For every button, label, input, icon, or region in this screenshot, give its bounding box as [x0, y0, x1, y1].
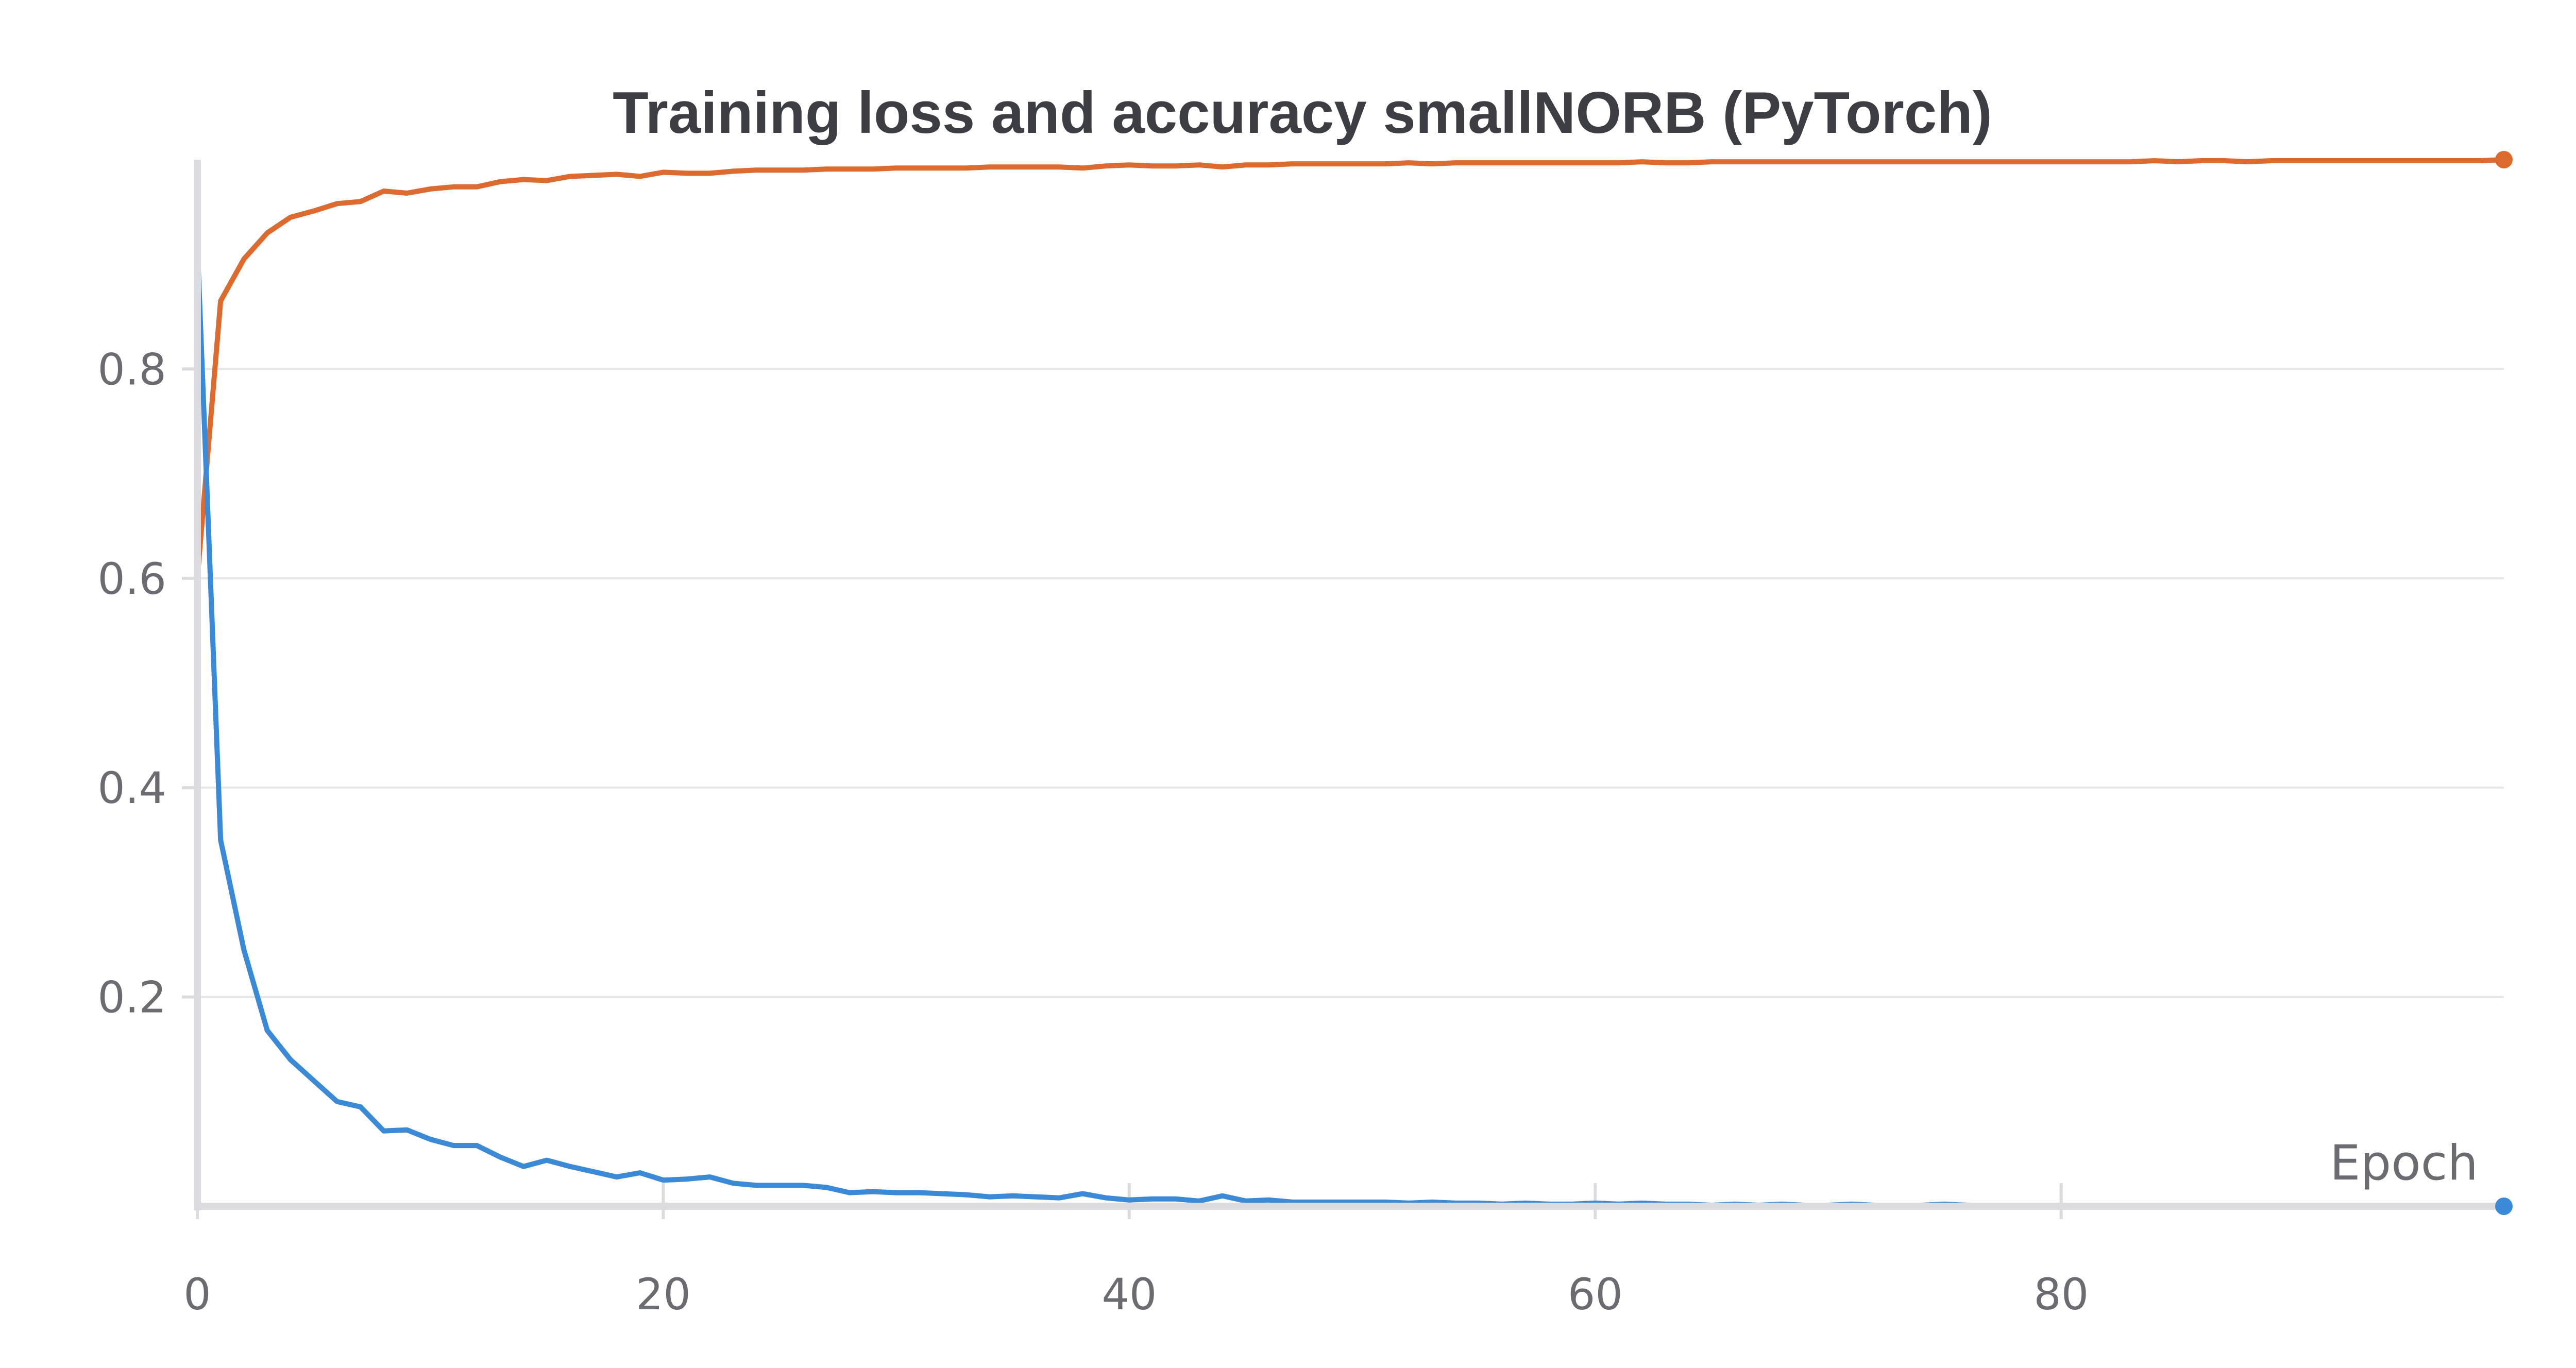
y-tick-label: 0.8	[97, 344, 166, 395]
y-tick-label: 0.6	[97, 554, 166, 604]
y-tick-label: 0.4	[97, 763, 166, 813]
loss-line[interactable]	[195, 241, 2506, 1209]
x-tick-label: 0	[183, 1269, 211, 1320]
gridlines	[197, 368, 2504, 998]
series-lines[interactable]	[194, 151, 2513, 1215]
y-tick-label: 0.2	[97, 972, 166, 1023]
accuracy-end-point[interactable]	[2495, 151, 2513, 168]
x-tick-label: 20	[636, 1269, 691, 1320]
axes	[182, 367, 2063, 1219]
x-tick-label: 40	[1101, 1269, 1157, 1320]
chart-title: Training loss and accuracy smallNORB (Py…	[613, 80, 1992, 146]
accuracy-line[interactable]	[195, 157, 2506, 581]
loss-end-point[interactable]	[2495, 1198, 2513, 1215]
tick-labels: 0.2 0.4 0.6 0.8 0 20 40 60 80	[97, 344, 2089, 1320]
x-axis-title: Epoch	[2330, 1135, 2478, 1191]
x-tick-label: 80	[2033, 1269, 2089, 1320]
x-tick-label: 60	[1568, 1269, 1623, 1320]
